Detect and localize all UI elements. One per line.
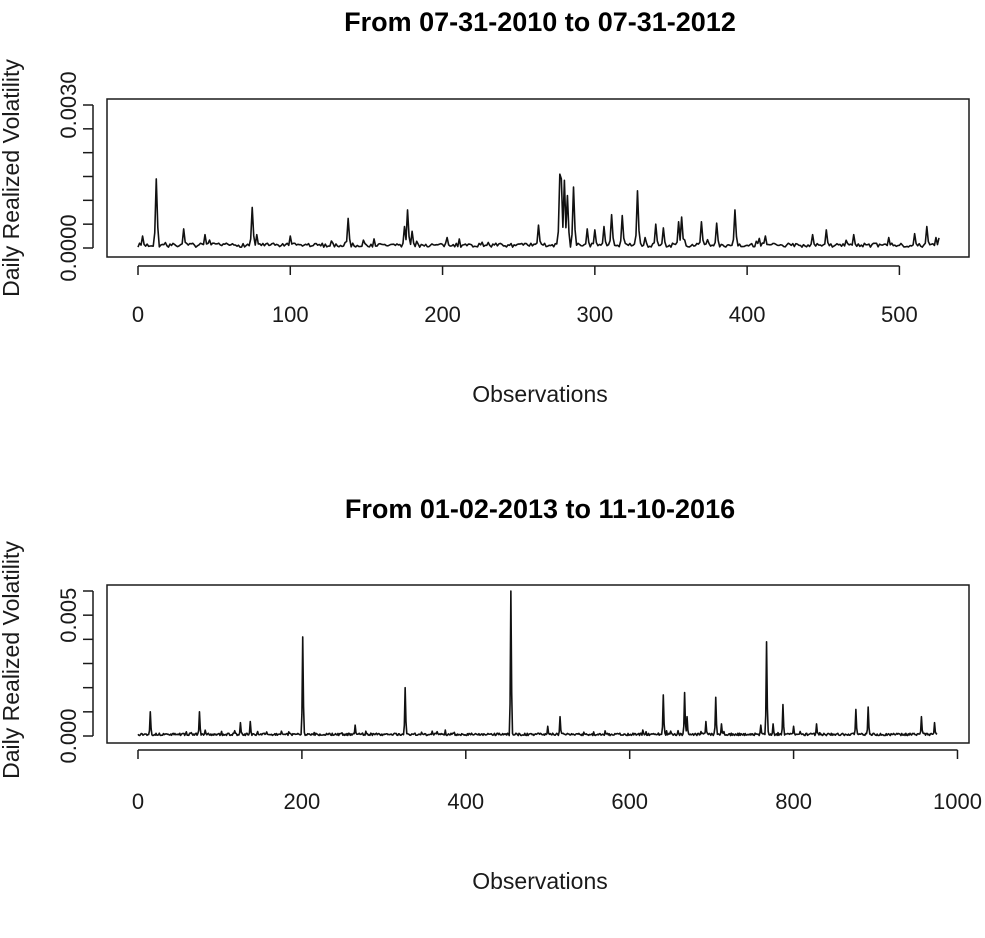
plot-frame (106, 98, 970, 258)
x-tick-label: 1000 (933, 789, 982, 814)
x-axis-label: Observations (472, 868, 608, 894)
x-tick-label: 200 (424, 302, 461, 327)
volatility-series-line (137, 590, 938, 737)
volatility-chart-2: From 01-02-2013 to 11-10-2016 0 200 400 600… (0, 494, 982, 894)
x-axis: 0 100 200 300 400 500 (132, 265, 918, 327)
plot-frame (106, 584, 970, 744)
y-axis-label: Daily Realized Volatility (0, 59, 24, 297)
y-axis: 0.0000 0.0030 (56, 71, 94, 282)
volatility-chart-1: From 07-31-2010 to 07-31-2012 0 100 200 300… (0, 7, 970, 407)
y-axis: 0.000 0.005 (56, 588, 94, 764)
y-tick-label: 0.005 (56, 588, 81, 643)
chart-title: From 01-02-2013 to 11-10-2016 (345, 494, 735, 524)
chart-panel-2: From 01-02-2013 to 11-10-2016 0 200 400 600… (0, 488, 985, 938)
x-tick-label: 800 (775, 789, 812, 814)
x-tick-label: 0 (132, 789, 144, 814)
y-axis-label: Daily Realized Volatility (0, 541, 24, 779)
x-axis: 0 200 400 600 800 1000 (132, 749, 982, 814)
volatility-series-line (137, 173, 940, 248)
x-tick-label: 0 (132, 302, 144, 327)
chart-panel-1: From 07-31-2010 to 07-31-2012 0 100 200 300… (0, 0, 985, 450)
x-tick-label: 300 (576, 302, 613, 327)
x-axis-label: Observations (472, 381, 608, 407)
x-tick-label: 500 (881, 302, 918, 327)
x-tick-label: 400 (729, 302, 766, 327)
x-tick-label: 100 (272, 302, 309, 327)
x-tick-label: 400 (447, 789, 484, 814)
y-tick-label: 0.000 (56, 708, 81, 763)
y-tick-label: 0.0000 (56, 214, 81, 281)
y-tick-label: 0.0030 (56, 71, 81, 138)
chart-title: From 07-31-2010 to 07-31-2012 (344, 7, 736, 37)
x-tick-label: 200 (284, 789, 321, 814)
x-tick-label: 600 (611, 789, 648, 814)
